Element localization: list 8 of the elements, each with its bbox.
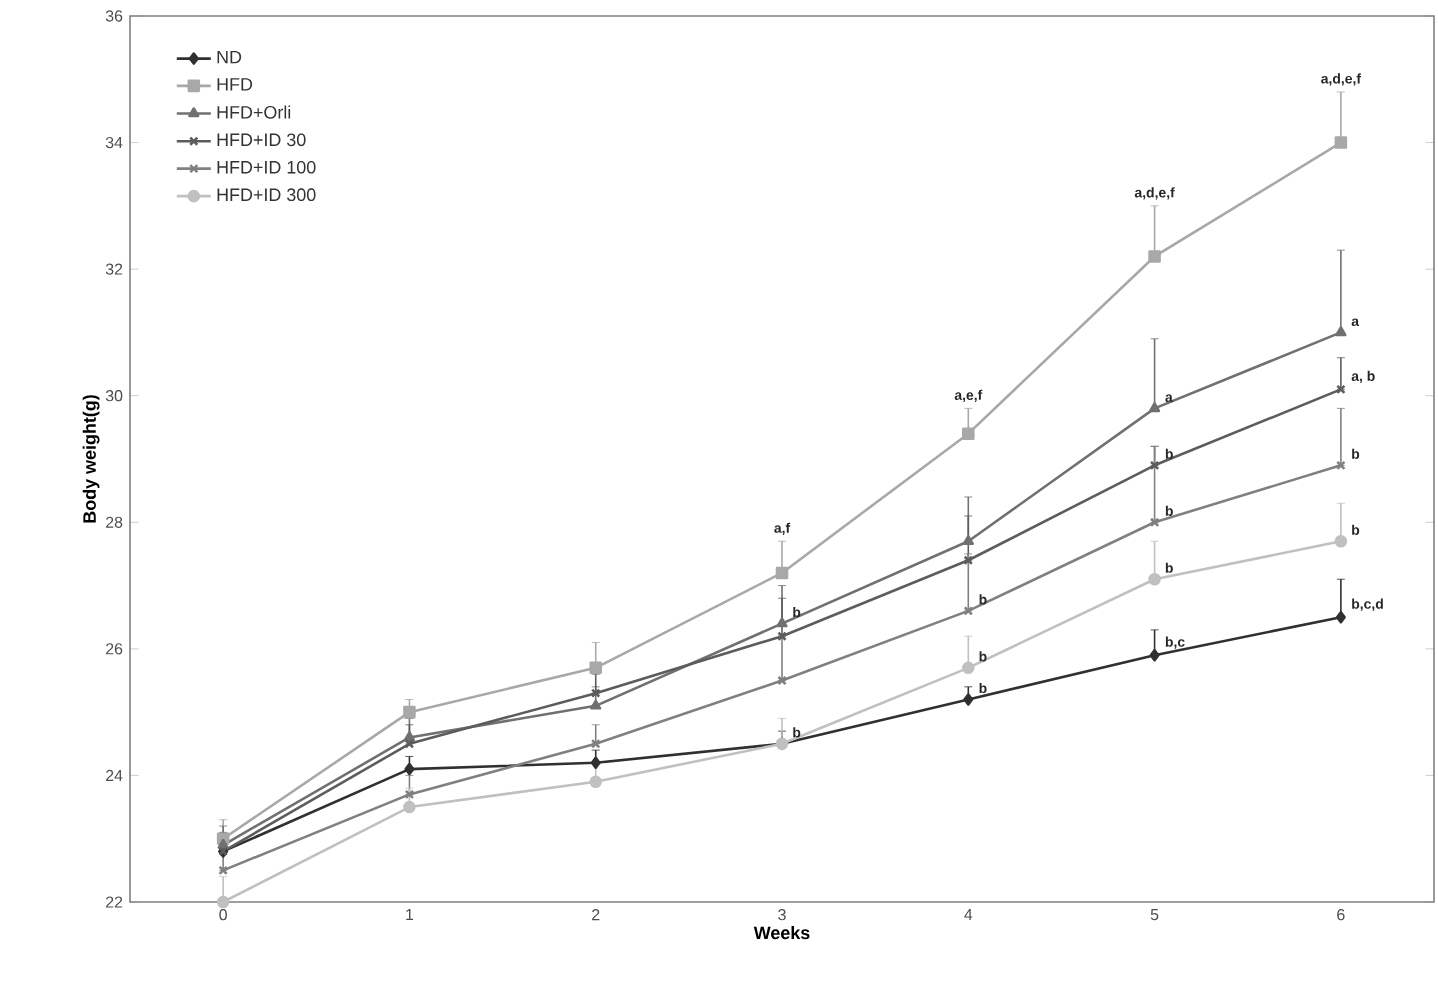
x-axis-title: Weeks xyxy=(753,926,810,940)
legend-label: HFD+ID 30 xyxy=(217,133,306,147)
legend-label: ND xyxy=(217,50,242,64)
legend-label: HFD+ID 100 xyxy=(217,160,316,174)
legend-label: HFD xyxy=(217,78,253,91)
legend-label: HFD+ID 300 xyxy=(217,188,316,202)
legend-label: HFD+Orli xyxy=(217,105,291,119)
y-axis-title: Body weight(g) xyxy=(82,395,100,523)
